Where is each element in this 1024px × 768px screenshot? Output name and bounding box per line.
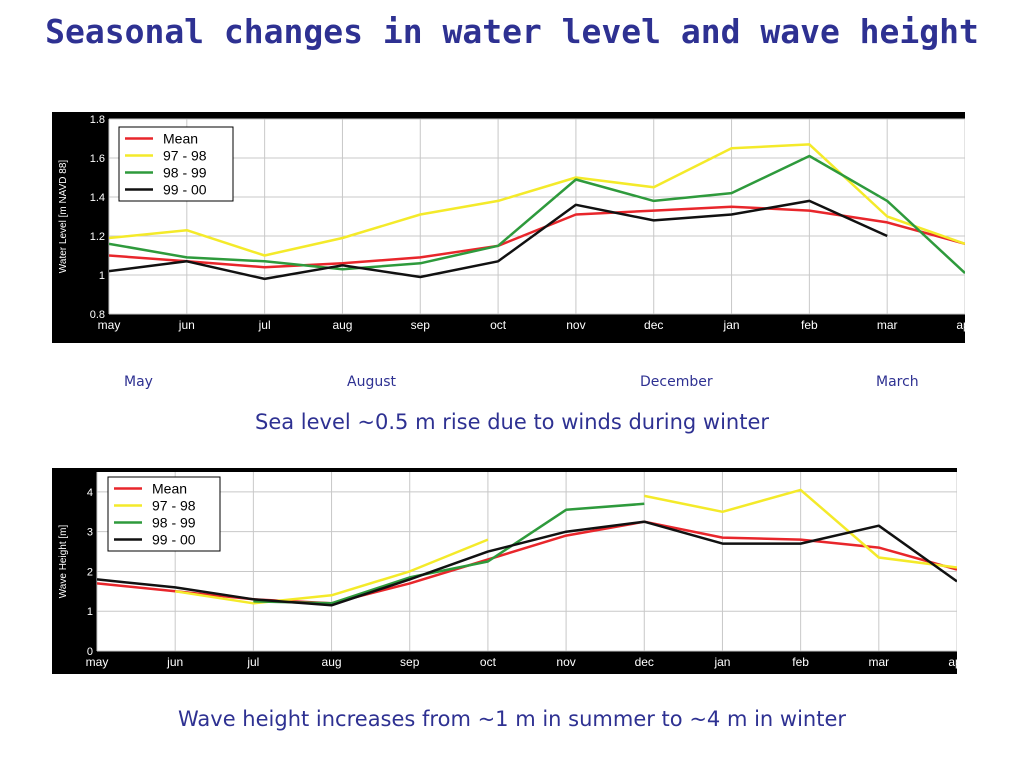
wave-height-x-tick-label: may [86, 655, 109, 669]
water-level-x-tick-label: aug [332, 318, 352, 332]
wave-height-legend-label: 97 - 98 [152, 498, 196, 514]
water-level-legend-label: 98 - 99 [163, 165, 207, 181]
water-level-chart: may jun jul aug sep oct nov dec jan feb mar apr 0.8 1… [52, 112, 965, 343]
water-level-x-tick-label: feb [801, 318, 818, 332]
water-level-x-tick-label: nov [566, 318, 585, 332]
water-level-legend-label: 97 - 98 [163, 148, 207, 164]
wave-height-y-tick-label: 0 [87, 646, 93, 658]
wave-height-x-tick-label: oct [480, 655, 497, 669]
wave-height-legend-label: Mean [152, 481, 187, 497]
water-level-x-tick-label: jul [258, 318, 271, 332]
wave-height-caption: Wave height increases from ~1 m in summe… [177, 707, 847, 731]
water-level-x-tick-label: jan [723, 318, 740, 332]
water-level-y-tick-label: 1 [99, 270, 105, 282]
wave-height-x-tick-label: dec [635, 655, 654, 669]
water-level-series-line-97-98 [109, 143, 965, 257]
water-level-x-tick-label: apr [956, 318, 965, 332]
wave-height-series-line-97-98 [175, 538, 489, 605]
water-level-chart-svg: may jun jul aug sep oct nov dec jan feb mar apr 0.8 1… [58, 114, 965, 332]
water-level-x-tick-label: may [98, 318, 121, 332]
water-level-plot-area [109, 119, 965, 314]
water-level-x-tick-label: jun [178, 318, 195, 332]
wave-height-x-tick-label: jan [713, 655, 730, 669]
slide-title: Seasonal changes in water level and wave… [45, 12, 979, 51]
water-level-x-tick-label: sep [411, 318, 431, 332]
month-label-december: December [640, 374, 713, 390]
water-level-y-tick-label: 1.6 [90, 153, 105, 165]
wave-height-plot-area [97, 472, 957, 651]
wave-height-chart: may jun jul aug sep oct nov dec jan feb mar apr 0 1 2 3… [52, 468, 957, 674]
water-level-x-tick-label: oct [490, 318, 507, 332]
wave-height-x-tick-label: nov [556, 655, 575, 669]
wave-height-x-tick-label: feb [792, 655, 809, 669]
wave-height-x-tick-label: jun [166, 655, 183, 669]
water-level-x-tick-label: mar [877, 318, 898, 332]
wave-height-x-tick-label: aug [322, 655, 342, 669]
water-level-legend-label: 99 - 00 [163, 182, 207, 198]
month-label-may: May [124, 374, 153, 390]
water-level-y-tick-label: 1.4 [90, 192, 105, 204]
wave-height-x-tick-label: mar [868, 655, 889, 669]
wave-height-x-tick-label: sep [400, 655, 420, 669]
wave-height-y-tick-label: 2 [87, 566, 93, 578]
water-level-y-tick-label: 1.8 [90, 114, 105, 126]
wave-height-series-line-97-98 [644, 488, 957, 569]
wave-height-x-tick-label: jul [246, 655, 259, 669]
water-level-y-axis-label: Water Level [m NAVD 88] [58, 160, 69, 274]
wave-height-y-tick-label: 4 [87, 487, 93, 499]
wave-height-y-tick-label: 3 [87, 527, 93, 539]
wave-height-legend-label: 98 - 99 [152, 515, 196, 531]
wave-height-legend-label: 99 - 00 [152, 532, 196, 548]
wave-height-chart-svg: may jun jul aug sep oct nov dec jan feb mar apr 0 1 2 3… [58, 472, 957, 669]
water-level-y-tick-label: 1.2 [90, 231, 105, 243]
month-label-march: March [876, 374, 919, 390]
water-level-x-tick-label: dec [644, 318, 663, 332]
wave-height-y-tick-label: 1 [87, 606, 93, 618]
wave-height-series-line-99-00 [97, 520, 957, 607]
water-level-series-line-99-00 [109, 199, 888, 281]
water-level-series-line-Mean [109, 205, 965, 269]
water-level-y-tick-label: 0.8 [90, 309, 105, 321]
wave-height-series-line-98-99 [253, 502, 645, 605]
wave-height-x-tick-label: apr [948, 655, 957, 669]
water-level-legend-label: Mean [163, 131, 198, 147]
wave-height-y-axis-label: Wave Height [m] [58, 525, 69, 599]
water-level-series-line-98-99 [109, 154, 965, 275]
month-label-august: August [347, 374, 396, 390]
water-level-caption: Sea level ~0.5 m rise due to winds durin… [255, 410, 769, 434]
